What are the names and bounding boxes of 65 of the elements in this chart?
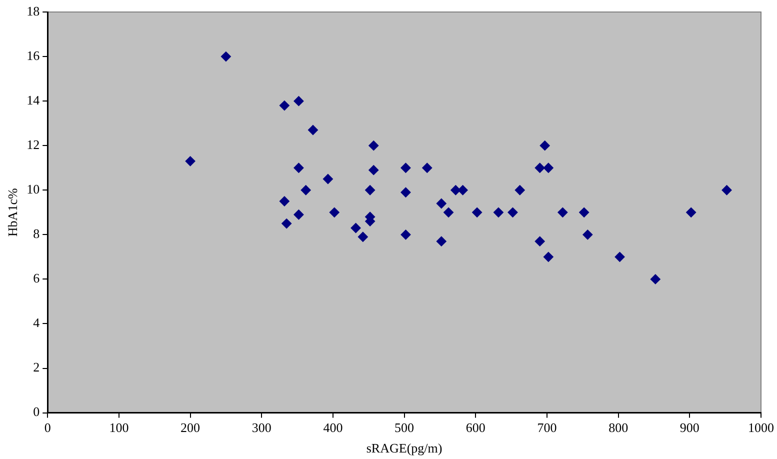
point bbox=[540, 140, 550, 151]
point bbox=[436, 236, 446, 246]
point bbox=[322, 174, 333, 184]
y-tick-label: 16 bbox=[26, 48, 40, 63]
x-tick-label: 1000 bbox=[748, 420, 774, 436]
y-tick-label: 0 bbox=[33, 404, 40, 420]
point bbox=[368, 140, 379, 151]
point bbox=[579, 207, 590, 218]
point bbox=[582, 230, 593, 240]
x-tick-label: 800 bbox=[608, 420, 628, 436]
point bbox=[444, 207, 454, 218]
point bbox=[365, 185, 376, 196]
y-tick-label: 10 bbox=[26, 182, 40, 197]
point bbox=[722, 185, 732, 196]
x-tick-label: 100 bbox=[109, 420, 129, 436]
point bbox=[294, 210, 304, 220]
point bbox=[368, 165, 379, 176]
point bbox=[458, 185, 468, 196]
x-tick-label: 700 bbox=[537, 420, 557, 436]
point bbox=[400, 230, 411, 240]
point bbox=[436, 198, 446, 208]
point bbox=[650, 274, 660, 284]
point bbox=[614, 252, 625, 262]
point bbox=[308, 125, 318, 136]
x-tick-label: 0 bbox=[44, 420, 51, 436]
point bbox=[329, 207, 340, 218]
point bbox=[400, 187, 411, 198]
y-tick-label: 12 bbox=[26, 137, 40, 152]
point bbox=[282, 218, 292, 229]
point bbox=[279, 196, 290, 206]
point bbox=[400, 162, 411, 173]
y-tick-label: 14 bbox=[26, 92, 40, 108]
point bbox=[543, 252, 554, 262]
y-tick-label: 4 bbox=[33, 315, 40, 330]
x-axis-title: sRAGE(pg/m) bbox=[366, 440, 442, 456]
point bbox=[300, 185, 311, 196]
point bbox=[686, 207, 696, 218]
point bbox=[220, 52, 231, 62]
point bbox=[350, 222, 361, 233]
x-tick-label: 900 bbox=[680, 420, 700, 436]
x-tick-label: 300 bbox=[252, 420, 272, 436]
point bbox=[185, 156, 196, 166]
y-tick-label: 2 bbox=[33, 360, 40, 375]
point bbox=[358, 232, 368, 242]
point bbox=[294, 96, 304, 106]
x-tick-label: 400 bbox=[323, 420, 343, 436]
point bbox=[558, 207, 568, 218]
x-tick-label: 600 bbox=[466, 420, 486, 436]
y-tick-label: 18 bbox=[26, 3, 40, 18]
point bbox=[534, 236, 545, 246]
point bbox=[450, 185, 461, 196]
point bbox=[514, 185, 525, 196]
point bbox=[472, 207, 482, 218]
point bbox=[294, 162, 304, 173]
point bbox=[508, 207, 518, 218]
point bbox=[422, 162, 432, 173]
y-axis-title: HbA1c% bbox=[5, 188, 20, 237]
point bbox=[534, 162, 545, 173]
point bbox=[279, 100, 290, 111]
point bbox=[493, 207, 504, 218]
point bbox=[543, 162, 554, 173]
x-tick-label: 200 bbox=[180, 420, 200, 436]
x-tick-label: 500 bbox=[394, 420, 414, 436]
y-tick-label: 6 bbox=[33, 270, 40, 286]
y-tick-label: 8 bbox=[33, 226, 40, 242]
